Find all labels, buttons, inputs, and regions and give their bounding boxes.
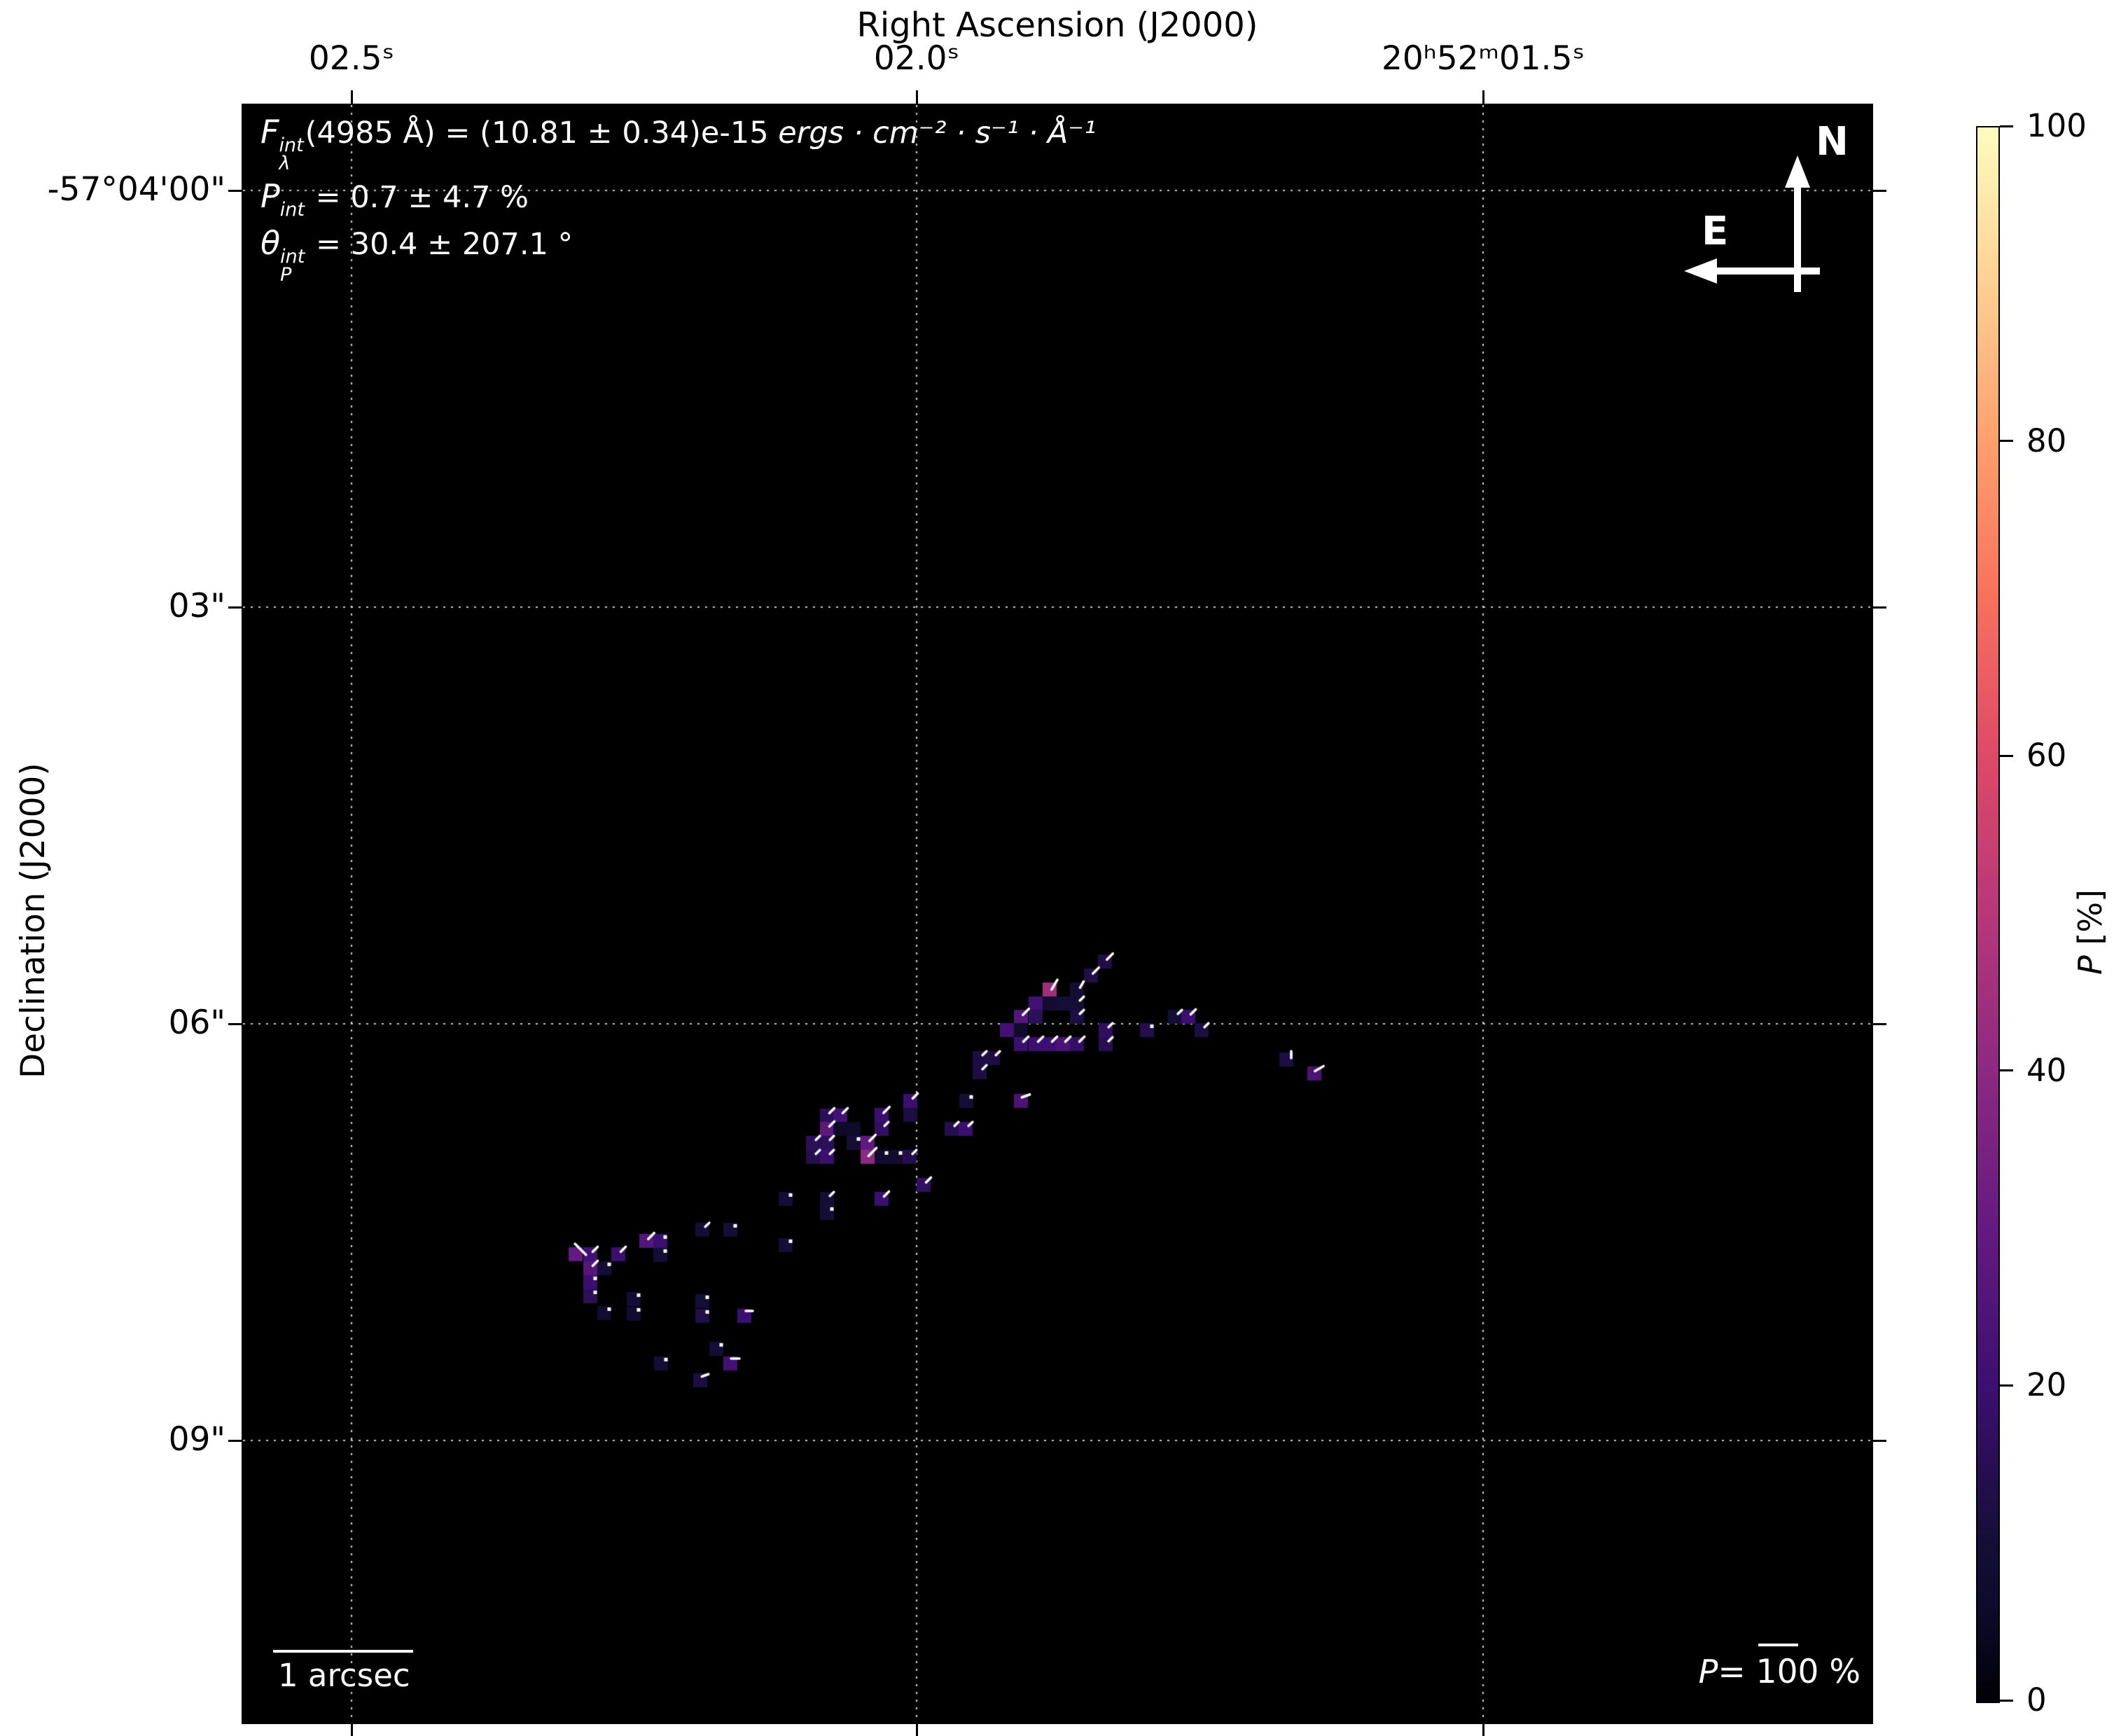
compass-icon [1684, 155, 1820, 292]
angle-symbol: θ [260, 223, 281, 262]
x-tick-mark-top [915, 90, 918, 105]
colorbar-title: P [%] [2071, 889, 2109, 975]
vector-length-bar [1758, 1644, 1799, 1646]
colorbar-tick-label: 20 [2026, 1366, 2067, 1404]
colorbar-tick-mark [2000, 1069, 2013, 1072]
flux-units: ergs · cm⁻² · s⁻¹ · Å⁻¹ [778, 116, 1097, 151]
x-tick-mark-bottom [350, 1723, 353, 1736]
vector-legend-over-digits: 10 [1755, 1653, 1798, 1691]
heatmap-canvas [243, 105, 1872, 1723]
colorbar-tick-label: 80 [2026, 422, 2067, 459]
colorbar-tick-mark [2000, 1699, 2013, 1702]
flux-symbol: F [260, 113, 279, 151]
colorbar-title-units: [%] [2071, 889, 2109, 956]
vector-legend-symbol: P [1698, 1653, 1718, 1690]
y-tick-label: 03" [168, 587, 225, 625]
x-tick-mark-top [1482, 90, 1484, 105]
pol-superscript: int [279, 199, 305, 221]
colorbar [1976, 126, 2000, 1703]
colorbar-tick-mark [2000, 125, 2013, 127]
pol-value: = 0.7 ± 4.7 % [305, 180, 529, 216]
colorbar-tick-label: 60 [2026, 737, 2067, 775]
angle-annotation: θ int P = 30.4 ± 207.1 ° [260, 222, 1096, 284]
compass-east-label: E [1702, 209, 1729, 254]
angle-subscript: P [280, 263, 292, 286]
y-tick-label: 09" [168, 1420, 225, 1459]
scalebar-line [273, 1650, 413, 1653]
colorbar-title-symbol: P [2071, 955, 2109, 975]
flux-value: (4985 Å) = (10.81 ± 0.34)e-15 [305, 116, 779, 151]
colorbar-tick-mark [2000, 440, 2013, 443]
x-tick-mark-top [350, 90, 353, 105]
y-tick-label: 06" [168, 1004, 225, 1042]
angle-superscript: int [280, 245, 305, 268]
scalebar-label: 1 arcsec [278, 1657, 410, 1694]
angle-value: = 30.4 ± 207.1 ° [306, 226, 573, 262]
vector-legend-after: 0 % [1797, 1653, 1861, 1691]
y-tick-mark-left [228, 189, 243, 192]
colorbar-tick-label: 40 [2026, 1051, 2067, 1089]
colorbar-tick-mark [2000, 1384, 2013, 1387]
vector-scale-legend: P= 10 0 % [1698, 1644, 1861, 1691]
vector-legend-overline: 10 [1755, 1644, 1799, 1691]
colorbar-tick-label: 100 [2026, 107, 2087, 144]
x-tick-mark-bottom [1482, 1723, 1484, 1736]
x-tick-label: 20ʰ52ᵐ01.5ˢ [1381, 39, 1585, 78]
y-tick-mark-right [1872, 189, 1886, 192]
y-tick-mark-left [228, 606, 243, 609]
y-tick-mark-left [228, 1439, 243, 1442]
vector-legend-eq: = [1718, 1653, 1756, 1691]
x-tick-label: 02.5ˢ [308, 39, 395, 78]
x-axis-title: Right Ascension (J2000) [856, 6, 1258, 45]
y-tick-mark-right [1872, 1022, 1886, 1025]
y-tick-mark-left [228, 1022, 243, 1025]
compass-north-label: N [1816, 119, 1849, 165]
x-tick-mark-bottom [915, 1723, 918, 1736]
y-tick-mark-right [1872, 606, 1886, 609]
colorbar-tick-mark [2000, 754, 2013, 757]
y-tick-label: -57°04'00" [47, 170, 225, 209]
flux-subscript: λ [279, 152, 291, 174]
pol-symbol: P [260, 177, 280, 216]
colorbar-tick-label: 0 [2026, 1681, 2047, 1718]
y-tick-mark-right [1872, 1439, 1886, 1442]
x-tick-label: 02.0ˢ [873, 39, 960, 78]
flux-superscript: int [279, 134, 304, 156]
